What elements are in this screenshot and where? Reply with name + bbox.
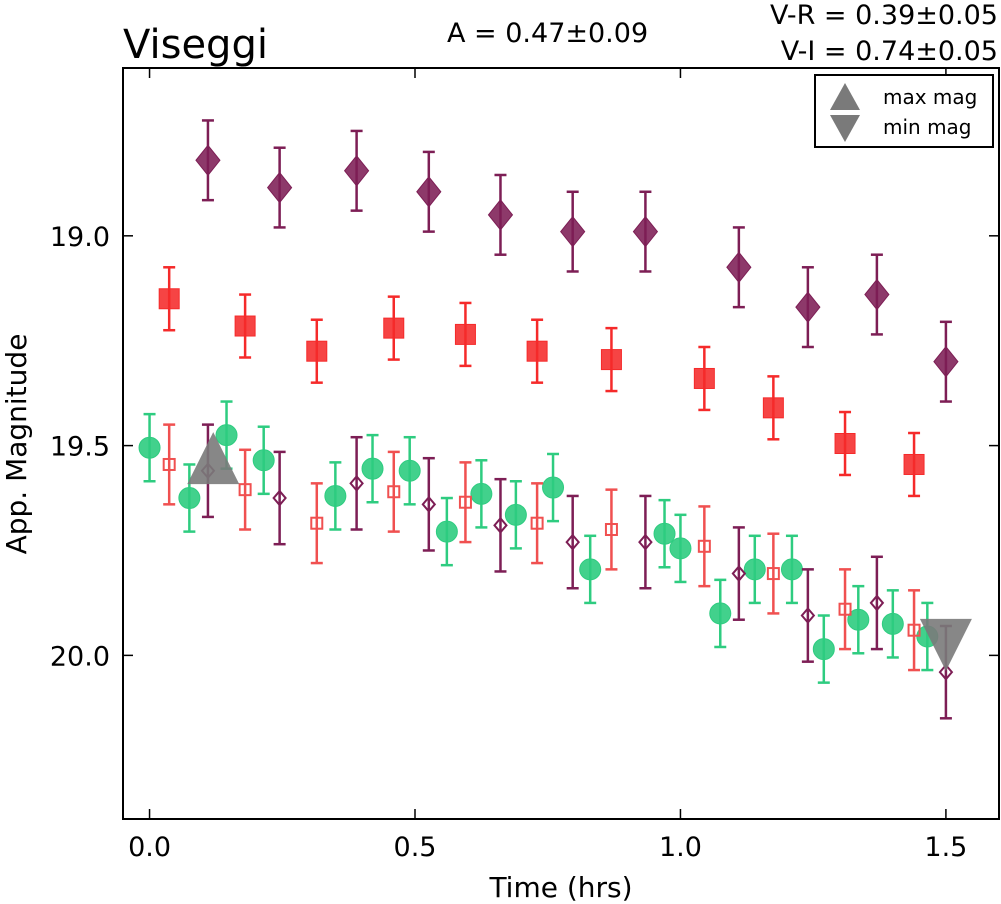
diamond-marker bbox=[795, 291, 821, 323]
circle-marker bbox=[847, 608, 870, 631]
circle-marker bbox=[215, 424, 238, 447]
circle-marker bbox=[542, 476, 565, 499]
square-marker bbox=[834, 433, 856, 454]
series-diamond-open bbox=[200, 423, 954, 720]
diamond-marker bbox=[869, 594, 885, 612]
square-marker bbox=[903, 453, 925, 475]
circle-marker bbox=[780, 558, 803, 581]
diamond-marker bbox=[560, 215, 586, 248]
square-marker bbox=[454, 323, 476, 345]
diamond-marker bbox=[493, 516, 508, 534]
series-diamond-filled bbox=[195, 119, 959, 403]
circle-marker bbox=[178, 487, 201, 510]
x-tick-label: 1.5 bbox=[924, 832, 967, 863]
color-vr-annotation: V-R = 0.39±0.05 bbox=[770, 0, 998, 31]
square-marker bbox=[158, 288, 180, 310]
legend-label-max: max mag bbox=[883, 85, 977, 109]
diamond-marker bbox=[343, 154, 370, 187]
diamond-marker bbox=[195, 144, 221, 177]
x-tick-label: 0.5 bbox=[394, 832, 437, 863]
y-axis-label: App. Magnitude bbox=[0, 334, 33, 555]
circle-marker bbox=[435, 520, 458, 543]
square-marker bbox=[762, 397, 784, 419]
square-marker bbox=[907, 623, 921, 637]
diamond-marker bbox=[800, 606, 816, 625]
y-tick-label: 19.0 bbox=[50, 222, 110, 253]
square-marker bbox=[697, 539, 711, 553]
circle-marker bbox=[324, 484, 347, 507]
square-marker bbox=[238, 483, 252, 497]
max-mag-marker bbox=[187, 432, 240, 485]
diamond-marker bbox=[266, 171, 293, 204]
square-marker bbox=[458, 495, 472, 509]
chart-title: Viseggi bbox=[123, 22, 268, 68]
diamond-marker bbox=[632, 215, 659, 248]
square-marker bbox=[838, 602, 852, 616]
square-marker bbox=[604, 523, 618, 537]
amplitude-annotation: A = 0.47±0.09 bbox=[447, 18, 648, 49]
circle-marker bbox=[252, 449, 275, 472]
circle-marker bbox=[653, 522, 676, 545]
circle-marker bbox=[709, 602, 732, 625]
circle-marker bbox=[881, 612, 904, 635]
series-square-filled bbox=[158, 266, 925, 498]
circle-marker bbox=[504, 503, 527, 526]
axes: 0.0 0.5 1.0 1.5 19.0 19.5 20.0 bbox=[50, 68, 999, 863]
extrema-markers bbox=[187, 432, 972, 671]
square-marker bbox=[766, 567, 780, 581]
diamond-marker bbox=[421, 495, 437, 513]
diamond-marker bbox=[416, 175, 442, 208]
diamond-marker bbox=[864, 278, 890, 311]
circle-marker bbox=[361, 457, 384, 480]
diamond-marker bbox=[487, 199, 514, 231]
min-mag-marker bbox=[919, 618, 972, 671]
diamond-marker bbox=[349, 474, 364, 492]
circle-marker bbox=[470, 482, 493, 505]
color-vi-annotation: V-I = 0.74±0.05 bbox=[781, 36, 998, 67]
x-axis-label: Time (hrs) bbox=[488, 871, 632, 904]
square-marker bbox=[306, 340, 328, 362]
legend-max-marker-icon bbox=[830, 83, 860, 110]
legend: max mag min mag bbox=[814, 74, 994, 148]
diamond-marker bbox=[272, 489, 287, 507]
circle-marker bbox=[743, 558, 766, 581]
y-tick-label: 19.5 bbox=[50, 432, 110, 463]
circle-marker bbox=[812, 638, 835, 661]
diamond-marker bbox=[638, 533, 653, 551]
series-square-open bbox=[162, 423, 921, 672]
series-circle-filled bbox=[138, 400, 939, 684]
square-marker bbox=[526, 340, 548, 362]
square-marker bbox=[530, 516, 544, 530]
square-marker bbox=[234, 315, 256, 337]
circle-marker bbox=[138, 436, 161, 459]
circle-marker bbox=[669, 537, 692, 560]
square-marker bbox=[693, 367, 715, 389]
square-marker bbox=[387, 485, 401, 499]
diamond-marker bbox=[933, 345, 959, 378]
diamond-marker bbox=[731, 565, 747, 583]
square-marker bbox=[310, 516, 324, 530]
square-marker bbox=[383, 317, 405, 339]
data-series bbox=[138, 119, 959, 720]
square-marker bbox=[162, 457, 176, 471]
x-tick-label: 0.0 bbox=[128, 832, 171, 863]
square-marker bbox=[600, 349, 622, 371]
legend-label-min: min mag bbox=[883, 115, 972, 139]
diamond-marker bbox=[938, 663, 954, 681]
circle-marker bbox=[579, 558, 602, 581]
plot-frame bbox=[122, 67, 1000, 820]
legend-min-marker-icon bbox=[830, 115, 860, 142]
y-tick-label: 20.0 bbox=[50, 641, 110, 672]
diamond-marker bbox=[565, 533, 580, 551]
x-tick-label: 1.0 bbox=[659, 832, 702, 863]
circle-marker bbox=[398, 459, 421, 482]
diamond-marker bbox=[726, 251, 752, 284]
